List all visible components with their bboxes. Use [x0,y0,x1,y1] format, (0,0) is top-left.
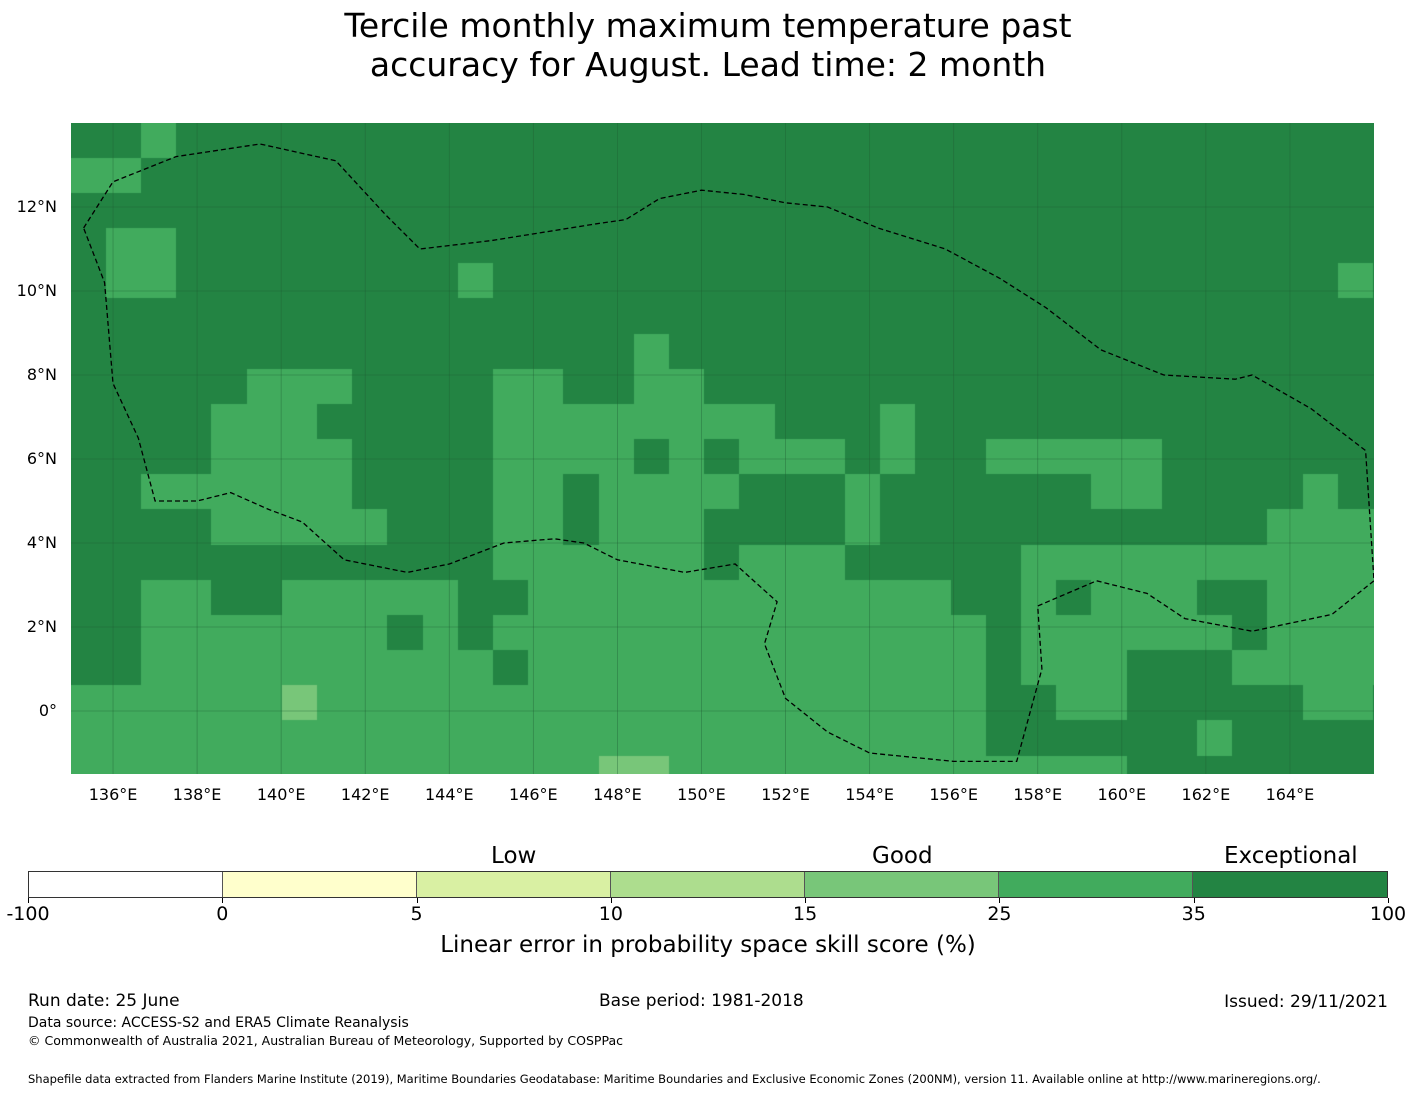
colorbar-segment [999,872,1193,897]
colorbar-segment [417,872,611,897]
latitude-tick-label: 0° [38,701,57,720]
latitude-tick-label: 4°N [26,533,57,552]
category-label: Good [871,843,933,869]
base-period: Base period: 1981-2018 [599,991,804,1011]
longitude-tick-label: 142°E [340,785,390,804]
colorbar-tick-label: 15 [793,903,818,925]
longitude-tick-label: 144°E [424,785,474,804]
colorbar-tick [416,898,418,903]
longitude-tick-label: 150°E [677,785,726,804]
issued-date: Issued: 29/11/2021 [1224,992,1388,1012]
category-label: Exceptional [1224,843,1358,869]
colorbar-tick-label: -100 [6,903,50,925]
copyright: © Commonwealth of Australia 2021, Austra… [28,1033,623,1048]
latitude-tick-label: 6°N [26,449,57,468]
eez-boundary [82,143,1374,763]
skill-score-map [71,123,1374,774]
colorbar-tick-label: 25 [987,903,1012,925]
longitude-tick-label: 164°E [1265,785,1315,804]
map-overlay [71,123,1374,774]
colorbar-tick [222,898,224,903]
shapefile-credit: Shapefile data extracted from Flanders M… [28,1072,1321,1086]
colorbar-tick [1388,898,1389,903]
latitude-tick-label: 8°N [26,365,57,384]
longitude-tick-label: 158°E [1013,785,1063,804]
colorbar-tick-label: 10 [598,903,623,925]
longitude-tick-label: 138°E [172,785,222,804]
longitude-tick-label: 160°E [1097,785,1147,804]
longitude-tick-label: 152°E [761,785,810,804]
colorbar-segment [29,872,223,897]
map-title: Tercile monthly maximum temperature past… [0,6,1416,84]
colorbar [28,871,1388,898]
colorbar-tick-label: 5 [410,903,423,925]
longitude-tick-label: 156°E [929,785,978,804]
longitude-tick-label: 140°E [256,785,306,804]
latitude-tick-label: 2°N [26,617,57,636]
colorbar-segment [611,872,805,897]
latitude-tick-label: 12°N [16,197,57,216]
colorbar-segment [805,872,999,897]
skill-score-grid [71,123,1374,774]
colorbar-label: Linear error in probability space skill … [440,932,976,958]
data-source: Data source: ACCESS-S2 and ERA5 Climate … [28,1015,409,1031]
colorbar-segment [223,872,417,897]
title-line-1: Tercile monthly maximum temperature past [344,6,1072,45]
longitude-tick-label: 154°E [845,785,894,804]
category-label: Low [491,843,537,869]
colorbar-tick [805,898,807,903]
colorbar-tick-label: 35 [1181,903,1206,925]
title-line-2: accuracy for August. Lead time: 2 month [369,45,1047,84]
longitude-tick-label: 136°E [88,785,138,804]
latitude-tick-label: 10°N [16,281,57,300]
colorbar-tick-label: 100 [1369,903,1407,925]
run-date: Run date: 25 June [28,991,180,1011]
colorbar-tick [610,898,612,903]
colorbar-tick [999,898,1001,903]
longitude-tick-label: 148°E [593,785,642,804]
longitude-tick-label: 162°E [1181,785,1231,804]
colorbar-tick [28,898,29,903]
colorbar-tick [1193,898,1195,903]
colorbar-tick-label: 0 [216,903,229,925]
longitude-tick-label: 146°E [509,785,558,804]
colorbar-segment [1193,872,1387,897]
